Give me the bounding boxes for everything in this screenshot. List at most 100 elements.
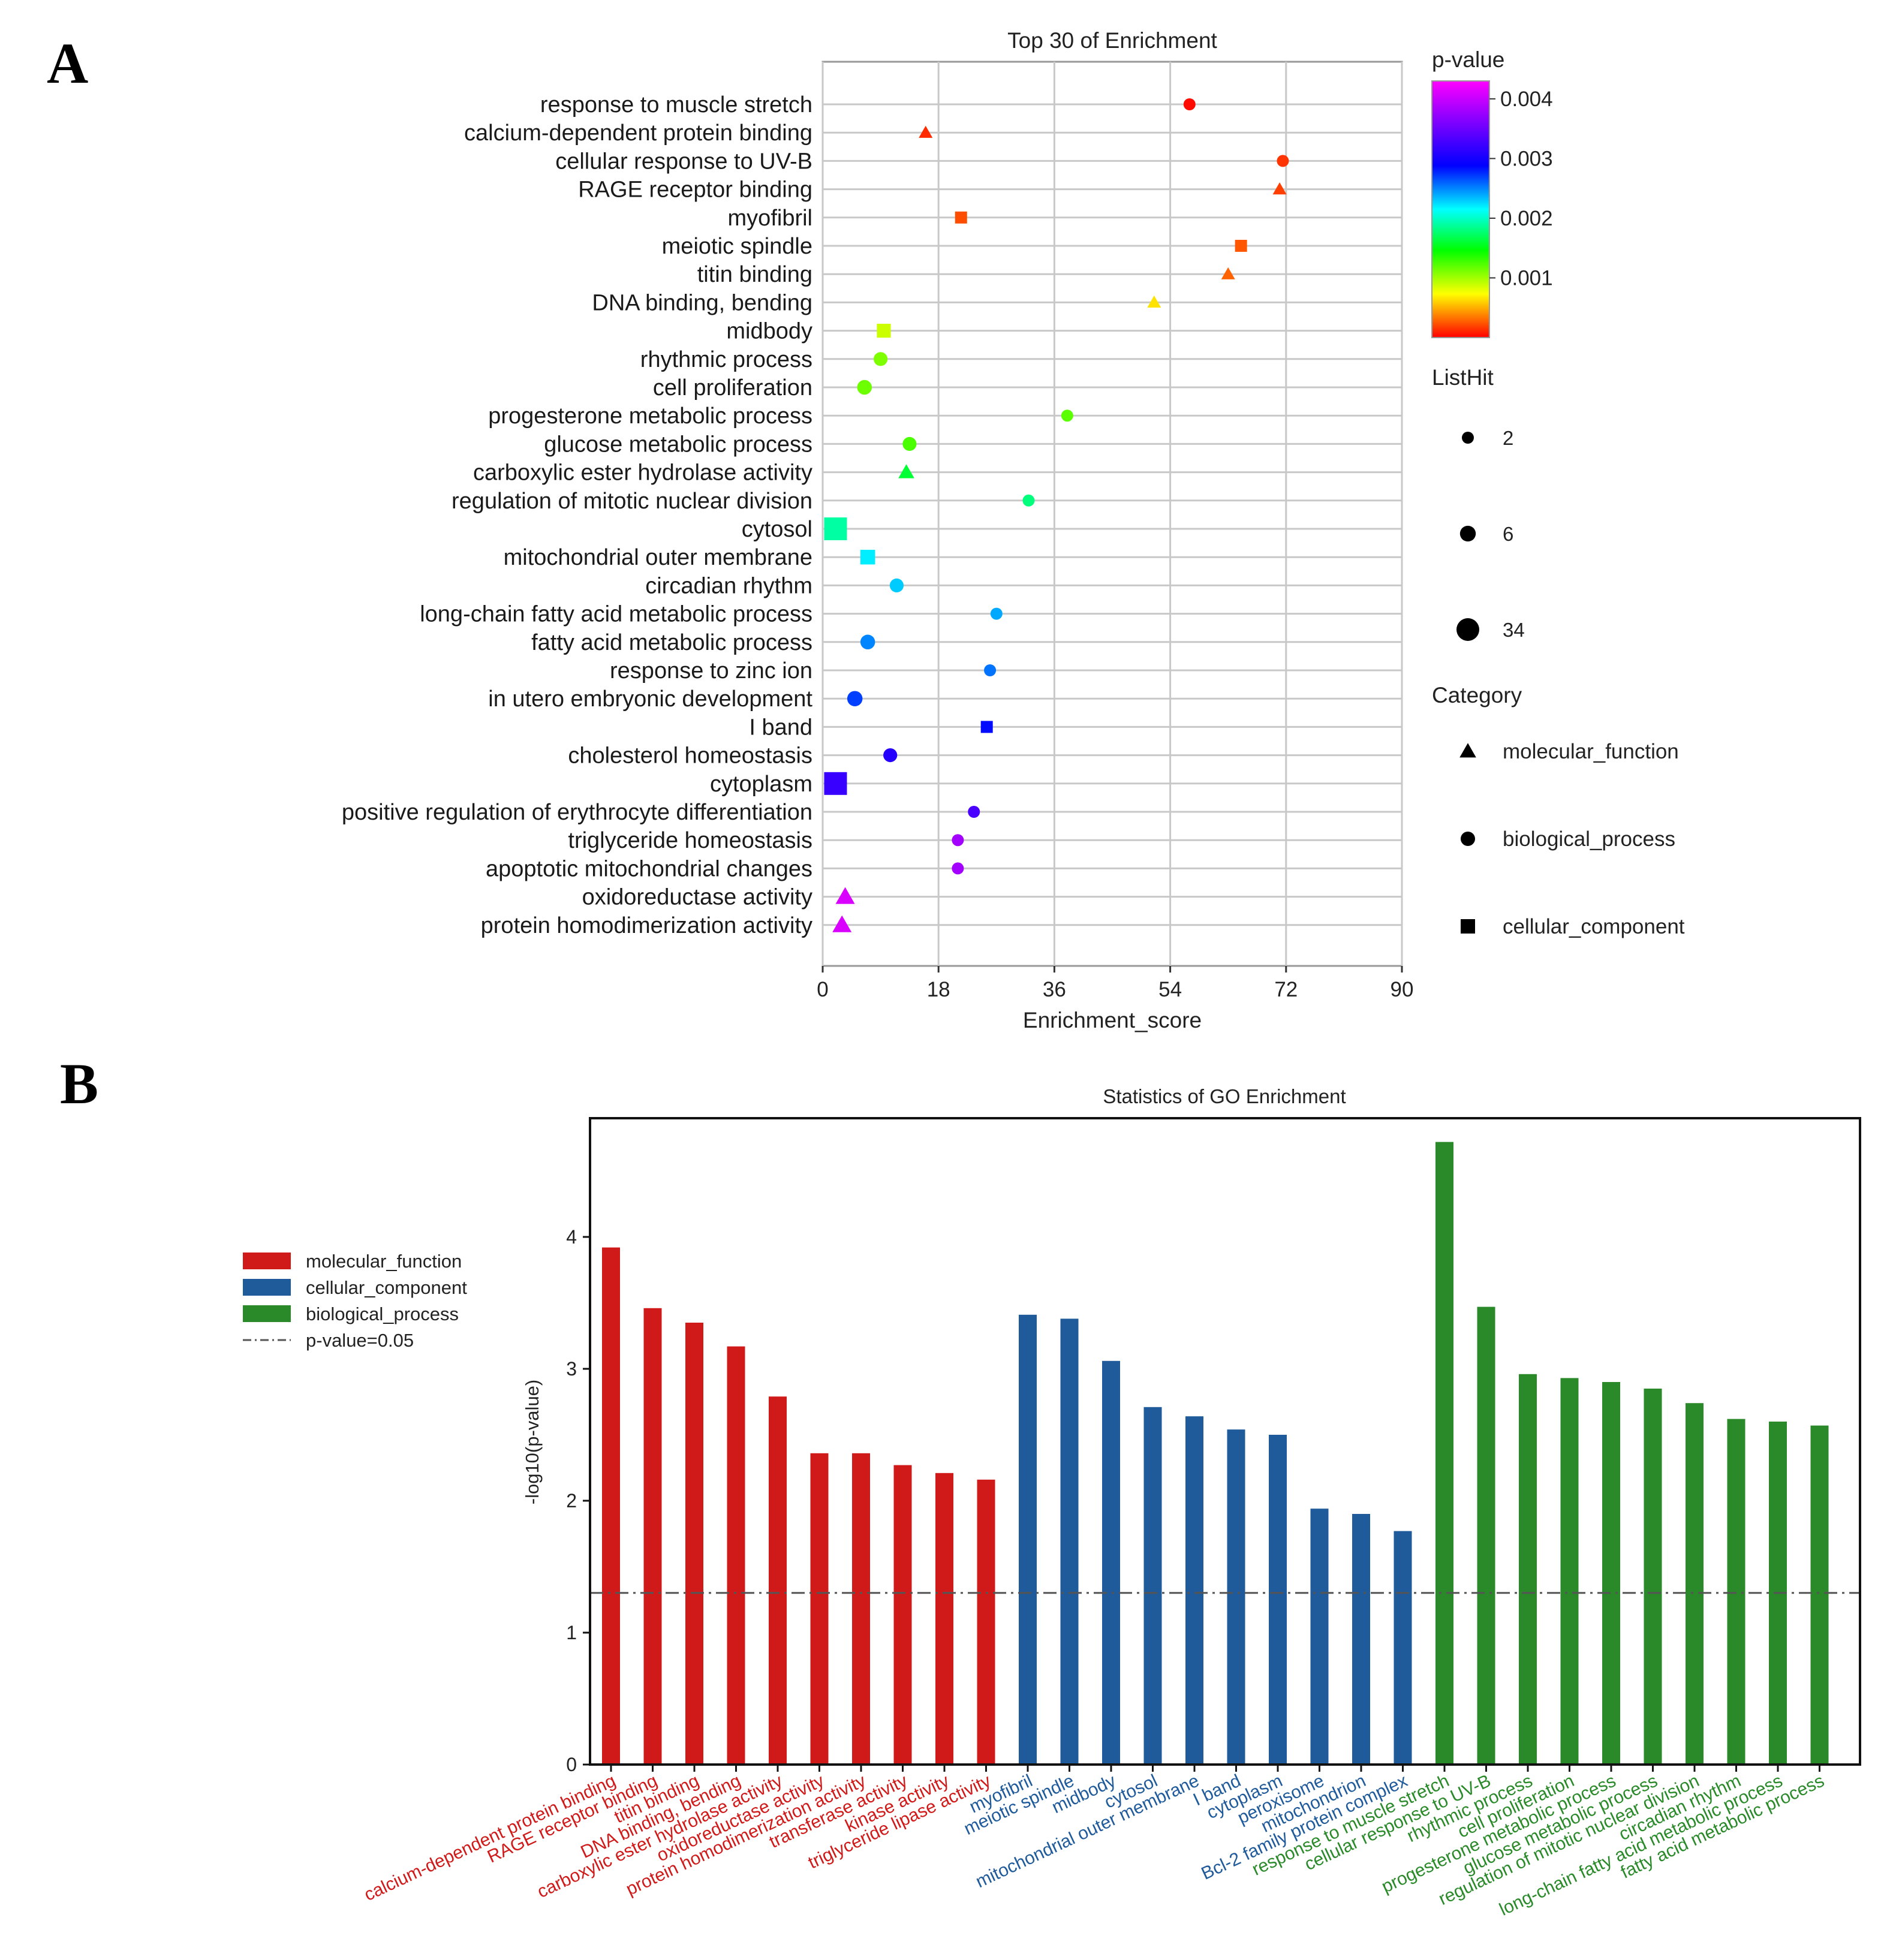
- term-label-i-band: I band: [749, 715, 812, 740]
- bar-glucose-metabolic-process: [1644, 1389, 1662, 1765]
- term-label-calcium-dependent-protein-binding: calcium-dependent protein binding: [464, 121, 812, 146]
- bar-dna-binding-bending: [727, 1346, 745, 1765]
- term-label-meiotic-spindle: meiotic spindle: [662, 234, 812, 259]
- listhit-legend-marker-2: [1462, 432, 1474, 444]
- pvalue-colorbar: [1431, 80, 1490, 338]
- bar-i-band: [1227, 1429, 1245, 1765]
- term-label-positive-regulation-of-erythrocyte-differentiation: positive regulation of erythrocyte diffe…: [342, 800, 812, 825]
- listhit-legend: 2 6 34: [1456, 427, 1525, 641]
- point-glucose-metabolic-process: [902, 436, 917, 451]
- bar-rhythmic-process: [1519, 1374, 1537, 1765]
- point-regulation-of-mitotic-nuclear-division: [1022, 494, 1035, 507]
- panel-label-a: A: [47, 31, 88, 95]
- legend-label-biological-process: biological_process: [306, 1303, 459, 1324]
- point-cell-proliferation: [857, 380, 872, 395]
- bar-triglyceride-lipase-activity: [977, 1479, 995, 1765]
- category-legend: molecular_function biological_processcell…: [1459, 740, 1685, 938]
- bar-transferase-activity: [893, 1465, 912, 1765]
- chart-b-bars: [602, 1142, 1829, 1765]
- term-label-circadian-rhythm: circadian rhythm: [645, 573, 812, 598]
- bar-mitochondrial-outer-membrane: [1185, 1416, 1203, 1765]
- category-label-calcium-dependent-protein-binding: calcium-dependent protein binding: [361, 1771, 619, 1905]
- chart-b-plot-frame: [589, 1117, 1861, 1766]
- bar-cytoplasm: [1269, 1435, 1287, 1765]
- bar-fatty-acid-metabolic-process: [1810, 1425, 1829, 1765]
- listhit-legend-marker-6: [1459, 525, 1476, 542]
- bar-cytosol: [1143, 1407, 1162, 1765]
- point-rage-receptor-binding: [1272, 182, 1287, 195]
- point-progesterone-metabolic-process: [1061, 410, 1073, 422]
- point-oxidoreductase-activity: [835, 887, 855, 904]
- y-tick-label-4: 4: [566, 1226, 577, 1248]
- term-label-rage-receptor-binding: RAGE receptor binding: [578, 177, 812, 203]
- y-tick-label-2: 2: [566, 1490, 577, 1512]
- chart-b-y-ticks: 0 1 2 3 4: [566, 1226, 590, 1775]
- point-i-band: [980, 721, 993, 733]
- term-label-rhythmic-process: rhythmic process: [640, 347, 812, 372]
- term-label-apoptotic-mitochondrial-changes: apoptotic mitochondrial changes: [486, 856, 812, 881]
- bar-bcl-2-family-protein-complex: [1394, 1531, 1412, 1765]
- listhit-legend-label-6: 6: [1503, 523, 1513, 545]
- pvalue-colorbar-ticks: 0.004 0.003 0.002 0.001: [1489, 88, 1553, 290]
- category-legend-marker-biological-process: [1461, 832, 1475, 846]
- point-cytosol: [824, 517, 847, 540]
- term-label-cell-proliferation: cell proliferation: [653, 375, 812, 401]
- y-tick-label-3: 3: [566, 1358, 577, 1380]
- point-triglyceride-homeostasis: [952, 834, 964, 847]
- category-legend-label-cellular-component: cellular_component: [1503, 915, 1685, 938]
- term-label-cellular-response-to-uv-b: cellular response to UV-B: [555, 149, 812, 174]
- bar-calcium-dependent-protein-binding: [602, 1247, 620, 1765]
- enrichment-dot-plot: Top 30 of Enrichment response to muscle …: [342, 28, 1685, 1032]
- bar-cellular-response-to-uv-b: [1477, 1306, 1495, 1765]
- chart-b-y-label: -log10(p-value): [522, 1380, 543, 1505]
- point-rhythmic-process: [874, 352, 888, 366]
- term-label-midbody: midbody: [726, 319, 812, 344]
- chart-a-x-ticks: 0 18 36 54 72 90: [817, 966, 1413, 1001]
- listhit-legend-marker-34: [1456, 618, 1479, 641]
- bar-meiotic-spindle: [1060, 1318, 1079, 1765]
- term-label-myofibril: myofibril: [728, 206, 812, 231]
- point-in-utero-embryonic-development: [847, 691, 863, 706]
- point-midbody: [877, 324, 891, 338]
- point-circadian-rhythm: [889, 578, 904, 592]
- bar-cell-proliferation: [1560, 1378, 1579, 1765]
- term-label-cytosol: cytosol: [742, 517, 812, 542]
- go-statistics-bar-chart: Statistics of GO Enrichment 0 1 2 3 4 -log10…: [243, 1085, 1861, 1920]
- point-dna-binding-bending: [1147, 295, 1161, 308]
- term-label-long-chain-fatty-acid-metabolic-process: long-chain fatty acid metabolic process: [420, 602, 812, 627]
- term-label-mitochondrial-outer-membrane: mitochondrial outer membrane: [504, 545, 812, 570]
- point-positive-regulation-of-erythrocyte-differentiation: [968, 806, 980, 818]
- bar-circadian-rhythm: [1727, 1419, 1745, 1765]
- point-apoptotic-mitochondrial-changes: [952, 862, 964, 875]
- bar-titin-binding: [685, 1323, 703, 1765]
- bar-kinase-activity: [935, 1473, 953, 1765]
- bar-regulation-of-mitotic-nuclear-division: [1686, 1403, 1704, 1765]
- bar-mitochondrion: [1352, 1514, 1370, 1765]
- bar-progesterone-metabolic-process: [1602, 1382, 1620, 1765]
- legend-label-cellular-component: cellular_component: [306, 1277, 467, 1298]
- listhit-legend-label-2: 2: [1503, 427, 1513, 449]
- term-label-response-to-muscle-stretch: response to muscle stretch: [540, 92, 812, 118]
- point-carboxylic-ester-hydrolase-activity: [898, 464, 914, 478]
- term-label-titin-binding: titin binding: [697, 262, 812, 287]
- point-meiotic-spindle: [1235, 240, 1247, 252]
- bar-response-to-muscle-stretch: [1435, 1142, 1453, 1765]
- chart-b-legend: molecular_function cellular_componentbiol…: [243, 1251, 467, 1351]
- category-legend-marker-molecular-function: [1459, 743, 1476, 758]
- x-tick-label-36: 36: [1043, 978, 1066, 1001]
- term-label-fatty-acid-metabolic-process: fatty acid metabolic process: [531, 630, 812, 655]
- x-tick-label-54: 54: [1158, 978, 1182, 1001]
- chart-b-title: Statistics of GO Enrichment: [1103, 1085, 1346, 1107]
- chart-a-title: Top 30 of Enrichment: [1007, 28, 1217, 53]
- term-label-in-utero-embryonic-development: in utero embryonic development: [488, 687, 812, 712]
- colorbar-tick-label: 0.004: [1500, 88, 1553, 111]
- category-legend-label-molecular-function: molecular_function: [1503, 740, 1679, 763]
- listhit-legend-label-34: 34: [1503, 619, 1525, 641]
- point-myofibril: [955, 211, 967, 224]
- colorbar-tick-label: 0.003: [1500, 147, 1553, 170]
- term-label-progesterone-metabolic-process: progesterone metabolic process: [488, 404, 812, 429]
- point-fatty-acid-metabolic-process: [860, 634, 875, 650]
- pvalue-legend-title: p-value: [1432, 47, 1504, 72]
- chart-a-points: [824, 98, 1289, 932]
- category-legend-marker-cellular-component: [1461, 919, 1475, 934]
